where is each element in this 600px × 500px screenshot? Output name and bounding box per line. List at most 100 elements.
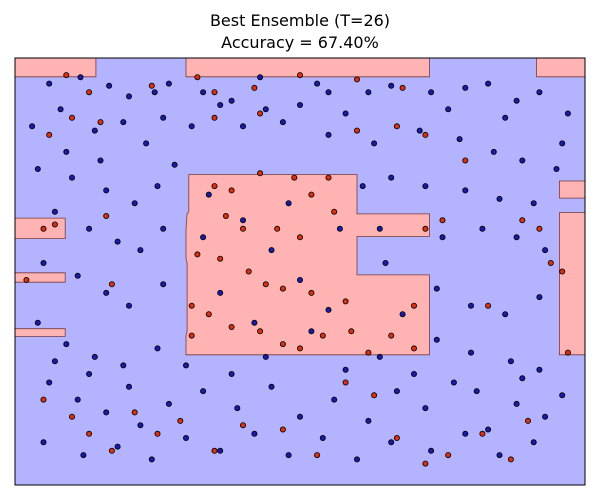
blue-point (217, 102, 224, 109)
red-point (46, 131, 53, 138)
blue-point (40, 439, 47, 446)
blue-point (40, 259, 47, 266)
blue-point (467, 349, 474, 356)
red-point (40, 225, 47, 232)
blue-point (268, 247, 275, 254)
blue-point (308, 328, 315, 335)
blue-point (353, 456, 360, 463)
blue-point (69, 174, 76, 181)
blue-point (365, 89, 372, 96)
blue-point (120, 362, 127, 369)
blue-point (553, 165, 560, 172)
red-point (399, 84, 406, 91)
red-point (462, 157, 469, 164)
red-point (257, 110, 264, 117)
red-point (194, 251, 201, 258)
blue-point (262, 353, 269, 360)
blue-point (502, 114, 509, 121)
blue-point (564, 110, 571, 117)
blue-point (485, 426, 492, 433)
red-point (325, 174, 332, 181)
red-point (23, 276, 30, 283)
blue-point (34, 165, 41, 172)
red-point (205, 311, 212, 318)
red-point (422, 460, 429, 467)
blue-point (399, 311, 406, 318)
red-point (393, 434, 400, 441)
red-point (274, 225, 281, 232)
chart-subtitle: Accuracy = 67.40% (221, 33, 379, 52)
blue-point (77, 74, 84, 81)
red-point (148, 82, 155, 89)
red-point (485, 302, 492, 309)
blue-point (559, 140, 566, 147)
blue-point (428, 447, 435, 454)
red-point (279, 426, 286, 433)
red-point (342, 379, 349, 386)
blue-point (376, 225, 383, 232)
blue-point (74, 272, 81, 279)
blue-point (314, 80, 321, 87)
red-point (536, 225, 543, 232)
blue-point (200, 388, 207, 395)
red-point (69, 114, 76, 121)
blue-point (151, 89, 158, 96)
blue-point (160, 114, 167, 121)
blue-point (342, 110, 349, 117)
blue-point (268, 383, 275, 390)
red-point (262, 281, 269, 288)
blue-point (165, 80, 172, 87)
red-point (410, 302, 417, 309)
blue-point (217, 447, 224, 454)
red-point (194, 74, 201, 81)
blue-point (160, 225, 167, 232)
blue-point (496, 452, 503, 459)
red-region-top-right (536, 58, 585, 78)
red-region-left-2 (15, 272, 66, 283)
blue-point (120, 119, 127, 126)
blue-point (97, 157, 104, 164)
red-point (188, 332, 195, 339)
red-point (86, 89, 93, 96)
chart-title: Best Ensemble (T=26) (209, 11, 391, 30)
red-point (422, 225, 429, 232)
blue-point (422, 183, 429, 190)
red-point (239, 422, 246, 429)
blue-point (182, 434, 189, 441)
red-point (63, 72, 70, 79)
blue-point (51, 358, 58, 365)
blue-point (296, 102, 303, 109)
blue-point (530, 200, 537, 207)
red-point (296, 72, 303, 79)
red-point (257, 328, 264, 335)
blue-point (106, 82, 113, 89)
blue-point (479, 225, 486, 232)
blue-point (450, 379, 457, 386)
blue-point (496, 195, 503, 202)
blue-point (388, 82, 395, 89)
red-point (86, 430, 93, 437)
red-point (525, 417, 532, 424)
blue-point (126, 383, 133, 390)
blue-point (536, 294, 543, 301)
red-point (388, 332, 395, 339)
red-point (479, 430, 486, 437)
blue-point (513, 234, 520, 241)
red-point (519, 217, 526, 224)
blue-point (114, 443, 121, 450)
blue-point (217, 289, 224, 296)
blue-point (74, 396, 81, 403)
blue-point (296, 413, 303, 420)
blue-point (86, 225, 93, 232)
blue-point (285, 452, 292, 459)
blue-point (530, 439, 537, 446)
blue-point (46, 80, 53, 87)
blue-point (51, 208, 58, 215)
blue-point (342, 366, 349, 373)
blue-point (485, 80, 492, 87)
blue-point (171, 161, 178, 168)
blue-point (160, 281, 167, 288)
red-point (348, 328, 355, 335)
blue-point (422, 405, 429, 412)
